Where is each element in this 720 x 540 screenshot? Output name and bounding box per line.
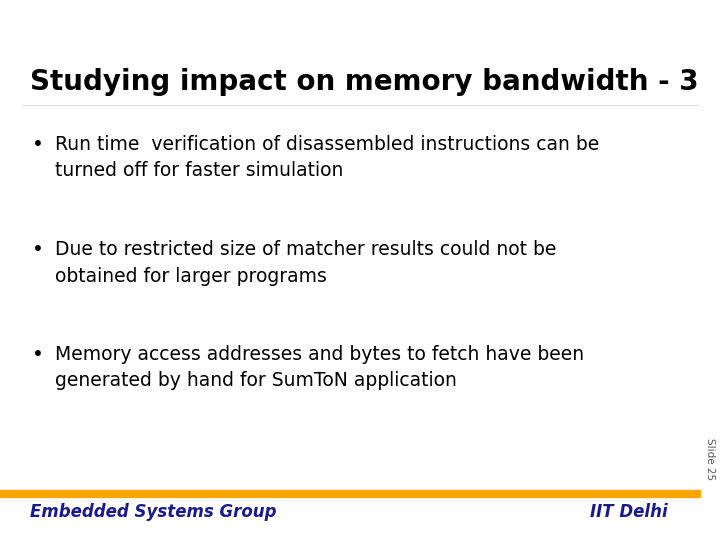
Bar bbox=[0, 490, 700, 497]
Text: Run time  verification of disassembled instructions can be
turned off for faster: Run time verification of disassembled in… bbox=[55, 135, 599, 180]
Text: Slide 25: Slide 25 bbox=[705, 438, 715, 480]
Text: Due to restricted size of matcher results could not be
obtained for larger progr: Due to restricted size of matcher result… bbox=[55, 240, 557, 286]
Text: •: • bbox=[32, 345, 44, 364]
Text: •: • bbox=[32, 240, 44, 259]
Text: IIT Delhi: IIT Delhi bbox=[590, 503, 667, 521]
Text: Memory access addresses and bytes to fetch have been
generated by hand for SumTo: Memory access addresses and bytes to fet… bbox=[55, 345, 584, 390]
Text: Embedded Systems Group: Embedded Systems Group bbox=[30, 503, 276, 521]
Text: Studying impact on memory bandwidth - 3: Studying impact on memory bandwidth - 3 bbox=[30, 68, 698, 96]
Text: •: • bbox=[32, 135, 44, 154]
